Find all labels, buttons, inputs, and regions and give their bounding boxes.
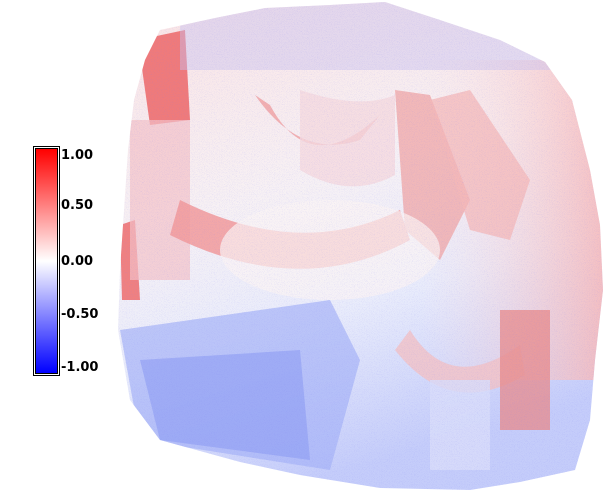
colorbar-tick-label: 0.50 xyxy=(61,198,94,213)
site-footprint xyxy=(118,2,603,490)
colorbar-gradient xyxy=(36,149,57,373)
colorbar-tick-label: 0.00 xyxy=(61,254,94,269)
colorbar-tick-label: -0.50 xyxy=(61,307,99,322)
colorbar-tick-label: 1.00 xyxy=(61,148,94,163)
colorbar xyxy=(35,148,58,374)
colorbar-tick-label: -1.00 xyxy=(61,360,99,375)
